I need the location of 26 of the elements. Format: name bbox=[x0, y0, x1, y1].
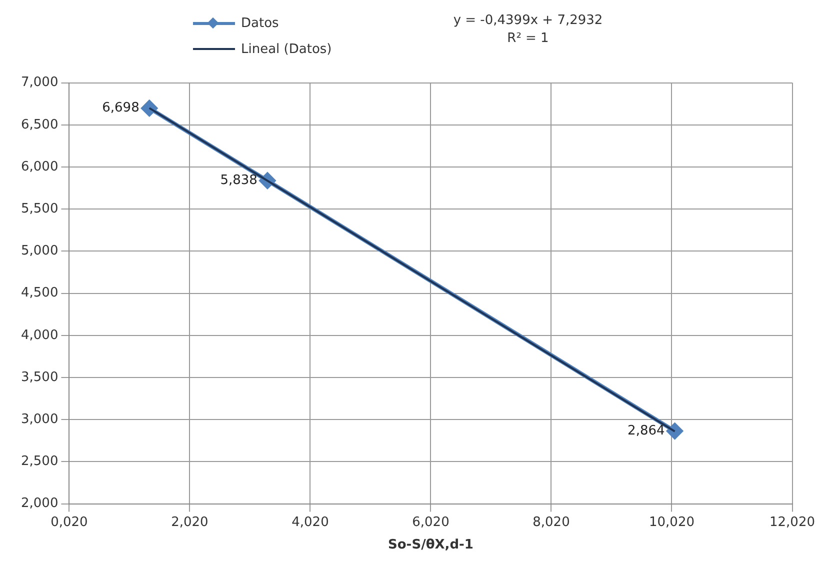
data-label: 5,838 bbox=[220, 173, 258, 188]
data-label: 2,864 bbox=[628, 423, 665, 438]
y-tick-label: 6,000 bbox=[21, 159, 58, 174]
x-axis-title: So-S/θX,d-1 bbox=[388, 538, 474, 553]
y-tick-label: 5,000 bbox=[21, 244, 58, 259]
y-tick-label: 4,500 bbox=[21, 286, 58, 301]
text: y = -0,4399x + 7,2932 bbox=[452, 12, 604, 30]
y-tick-label: 2,500 bbox=[21, 454, 58, 470]
x-tick-label: 6,020 bbox=[412, 514, 450, 530]
legend-label: Lineal (Datos) bbox=[241, 42, 332, 56]
legend-label: Datos bbox=[241, 16, 279, 30]
y-tick-label: 7,000 bbox=[21, 75, 58, 90]
x-tick-label: 8,020 bbox=[532, 514, 570, 530]
data-label: 6,698 bbox=[102, 100, 140, 116]
y-tick-label: 2,000 bbox=[21, 496, 58, 512]
x-tick-label: 2,020 bbox=[171, 514, 208, 530]
x-tick-label: 10,020 bbox=[649, 514, 694, 530]
x-tick-label: 0,020 bbox=[50, 514, 88, 530]
x-tick-label: 12,020 bbox=[770, 514, 816, 530]
x-tick-label: 4,020 bbox=[292, 514, 329, 530]
y-tick-label: 4,000 bbox=[21, 328, 58, 343]
y-tick-label: 6,500 bbox=[21, 117, 58, 132]
y-tick-label: 3,000 bbox=[21, 412, 58, 427]
text: R² = 1 bbox=[506, 30, 550, 48]
y-tick-label: 5,500 bbox=[21, 201, 58, 216]
y-tick-label: 3,500 bbox=[21, 370, 58, 385]
